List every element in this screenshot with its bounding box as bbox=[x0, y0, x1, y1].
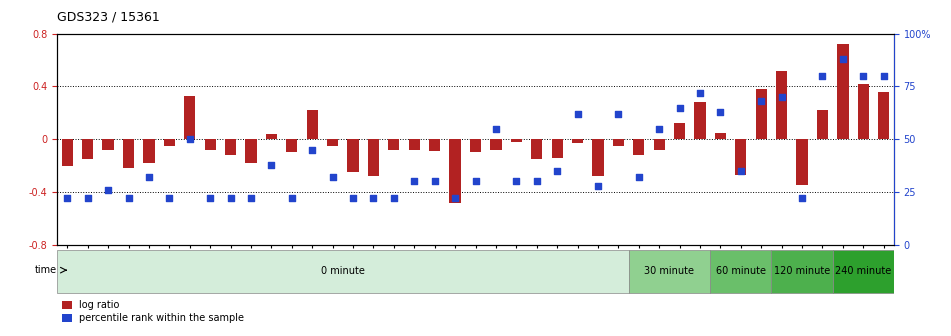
Bar bbox=[82, 139, 93, 159]
Bar bbox=[327, 139, 339, 146]
Bar bbox=[204, 139, 216, 150]
Point bbox=[345, 196, 360, 201]
Point bbox=[550, 168, 565, 174]
Bar bbox=[103, 139, 114, 150]
Bar bbox=[653, 139, 665, 150]
Point bbox=[713, 109, 728, 115]
Point bbox=[407, 179, 422, 184]
Bar bbox=[776, 71, 787, 139]
Bar bbox=[245, 139, 257, 163]
Bar bbox=[756, 89, 767, 139]
Bar bbox=[878, 92, 889, 139]
FancyBboxPatch shape bbox=[833, 250, 894, 293]
Bar bbox=[286, 139, 298, 153]
Bar bbox=[511, 139, 522, 142]
Point bbox=[733, 168, 748, 174]
Point bbox=[386, 196, 401, 201]
Legend: log ratio, percentile rank within the sample: log ratio, percentile rank within the sa… bbox=[62, 300, 244, 323]
Point bbox=[183, 136, 198, 142]
Point bbox=[529, 179, 544, 184]
Bar bbox=[225, 139, 236, 155]
Point bbox=[570, 111, 585, 117]
Bar bbox=[388, 139, 399, 150]
Text: 240 minute: 240 minute bbox=[835, 266, 891, 276]
Point bbox=[366, 196, 381, 201]
Point bbox=[815, 73, 830, 79]
Text: 0 minute: 0 minute bbox=[320, 266, 365, 276]
Point bbox=[509, 179, 524, 184]
Bar bbox=[144, 139, 154, 163]
Point bbox=[611, 111, 626, 117]
Point bbox=[263, 162, 279, 167]
Point bbox=[488, 126, 503, 131]
Bar bbox=[368, 139, 379, 176]
Bar bbox=[572, 139, 583, 143]
Point bbox=[243, 196, 259, 201]
Point bbox=[468, 179, 483, 184]
Point bbox=[325, 174, 340, 180]
Bar bbox=[797, 139, 807, 185]
Bar bbox=[429, 139, 440, 151]
FancyBboxPatch shape bbox=[57, 250, 629, 293]
Bar bbox=[837, 44, 848, 139]
Point bbox=[284, 196, 300, 201]
Bar bbox=[612, 139, 624, 146]
Point bbox=[591, 183, 606, 188]
FancyBboxPatch shape bbox=[710, 250, 771, 293]
Bar bbox=[858, 84, 869, 139]
Point bbox=[203, 196, 218, 201]
Bar bbox=[306, 110, 318, 139]
Point bbox=[774, 94, 789, 100]
Bar bbox=[164, 139, 175, 146]
Point bbox=[672, 105, 688, 110]
Point bbox=[631, 174, 647, 180]
Bar bbox=[633, 139, 645, 155]
Point bbox=[427, 179, 442, 184]
Bar bbox=[450, 139, 460, 203]
Text: time: time bbox=[35, 265, 57, 275]
Point bbox=[448, 196, 463, 201]
Text: GDS323 / 15361: GDS323 / 15361 bbox=[57, 10, 160, 24]
FancyBboxPatch shape bbox=[629, 250, 710, 293]
Point bbox=[60, 196, 75, 201]
Point bbox=[856, 73, 871, 79]
Bar bbox=[552, 139, 563, 158]
Bar bbox=[470, 139, 481, 153]
Point bbox=[753, 98, 768, 104]
Point bbox=[651, 126, 667, 131]
Point bbox=[80, 196, 95, 201]
Bar bbox=[694, 102, 706, 139]
FancyBboxPatch shape bbox=[771, 250, 833, 293]
Text: 30 minute: 30 minute bbox=[645, 266, 694, 276]
Point bbox=[142, 174, 157, 180]
Bar bbox=[735, 139, 747, 175]
Bar bbox=[123, 139, 134, 168]
Point bbox=[101, 187, 116, 193]
Point bbox=[835, 56, 850, 61]
Point bbox=[692, 90, 708, 95]
Bar bbox=[347, 139, 359, 172]
Text: 60 minute: 60 minute bbox=[716, 266, 766, 276]
Point bbox=[876, 73, 891, 79]
Bar bbox=[592, 139, 604, 176]
Text: 120 minute: 120 minute bbox=[774, 266, 830, 276]
Point bbox=[223, 196, 238, 201]
Bar bbox=[62, 139, 73, 166]
Bar bbox=[184, 96, 195, 139]
Bar bbox=[531, 139, 542, 159]
Point bbox=[121, 196, 136, 201]
Bar bbox=[409, 139, 420, 150]
Point bbox=[794, 196, 809, 201]
Bar bbox=[715, 133, 726, 139]
Point bbox=[304, 147, 320, 153]
Bar bbox=[265, 134, 277, 139]
Bar bbox=[674, 123, 686, 139]
Bar bbox=[817, 110, 828, 139]
Bar bbox=[491, 139, 501, 150]
Point bbox=[162, 196, 177, 201]
